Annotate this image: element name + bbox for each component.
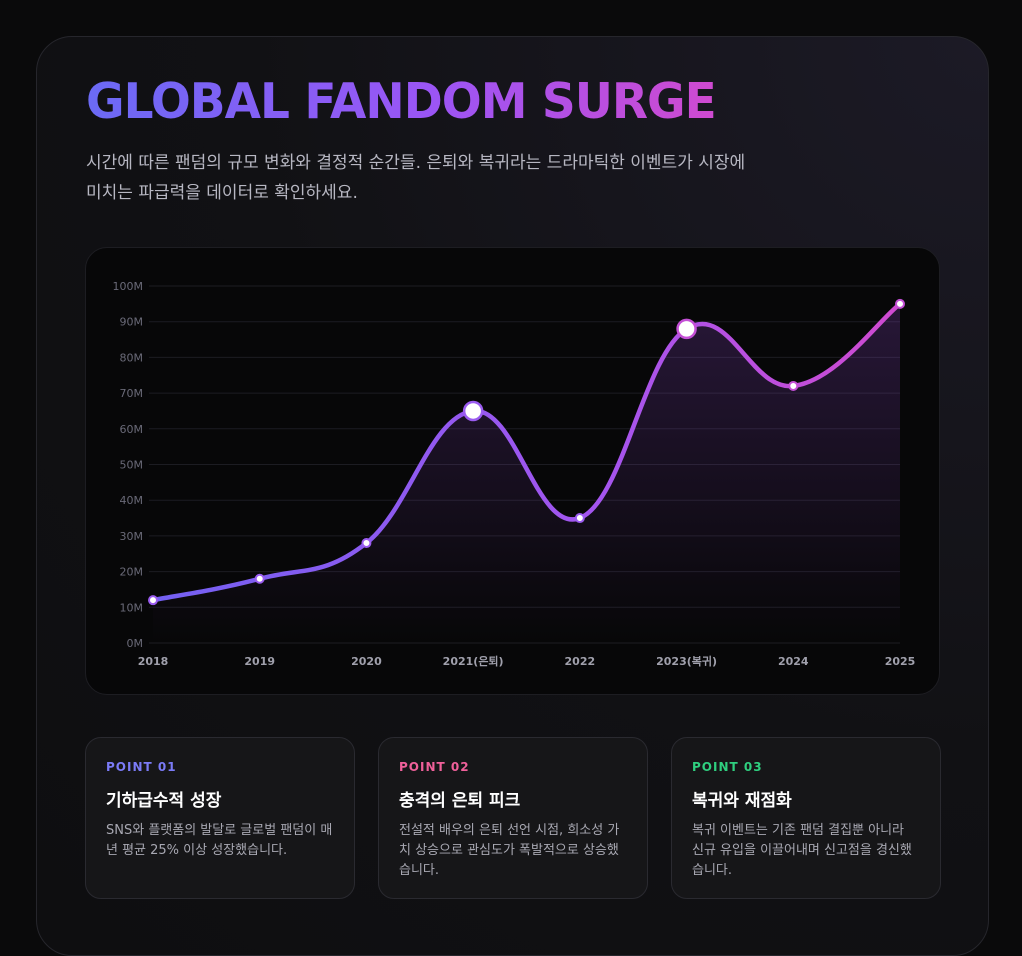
page-subtitle: 시간에 따른 팬덤의 규모 변화와 결정적 순간들. 은퇴와 복귀라는 드라마틱…	[86, 153, 746, 203]
y-tick-label: 40M	[120, 494, 144, 507]
x-tick-label: 2022	[565, 655, 596, 668]
point-label: POINT 03	[692, 760, 763, 774]
chart-container: 0M 10M 20M 30M 40M 50M 60M 70M 80M 90M 100M 2018 201…	[85, 247, 940, 695]
point-card-2: POINT 02 충격의 은퇴 피크 전설적 배우의 은퇴 선언 시점, 희소성…	[378, 737, 648, 899]
x-tick-label: 2023(복귀)	[656, 654, 717, 668]
y-tick-label: 10M	[120, 601, 144, 614]
y-tick-label: 70M	[120, 387, 144, 400]
point-description: 전설적 배우의 은퇴 선언 시점, 희소성 가치 상승으로 관심도가 폭발적으로…	[399, 823, 620, 878]
point-label: POINT 01	[106, 760, 177, 774]
point-label: POINT 02	[399, 760, 470, 774]
data-point	[574, 513, 585, 524]
point-title: 복귀와 재점화	[692, 791, 792, 811]
data-point	[676, 318, 697, 340]
y-tick-label: 20M	[120, 566, 144, 579]
x-tick-label: 2019	[244, 655, 275, 668]
y-tick-label: 90M	[120, 316, 144, 329]
y-tick-label: 0M	[127, 637, 144, 650]
y-tick-label: 100M	[113, 280, 144, 293]
series-line	[150, 301, 903, 603]
y-tick-label: 50M	[120, 459, 144, 472]
point-title: 충격의 은퇴 피크	[399, 791, 521, 811]
data-point	[254, 573, 265, 584]
data-point	[462, 400, 484, 422]
line-chart: 0M 10M 20M 30M 40M 50M 60M 70M 80M 90M 100M 2018 201…	[113, 280, 916, 668]
data-point	[148, 595, 158, 606]
y-tick-label: 60M	[120, 423, 144, 436]
y-tick-label: 30M	[120, 530, 144, 543]
x-tick-label: 2025	[885, 655, 916, 668]
data-point	[361, 538, 372, 549]
y-tick-label: 80M	[120, 351, 144, 364]
data-point	[895, 298, 905, 309]
point-description: 복귀 이벤트는 기존 팬덤 결집뿐 아니라 신규 유입을 이끌어내며 신고점을 …	[692, 823, 912, 878]
x-tick-label: 2024	[778, 655, 809, 668]
point-description: SNS와 플랫폼의 발달로 글로벌 팬덤이 매년 평균 25% 이상 성장했습니…	[106, 823, 333, 858]
page-title: GLOBAL FANDOM SURGE	[86, 72, 717, 131]
point-title: 기하급수적 성장	[106, 791, 222, 811]
point-card-3: POINT 03 복귀와 재점화 복귀 이벤트는 기존 팬덤 결집뿐 아니라 신…	[671, 737, 941, 899]
x-tick-label: 2021(은퇴)	[443, 654, 504, 668]
point-card-1: POINT 01 기하급수적 성장 SNS와 플랫폼의 발달로 글로벌 팬덤이 …	[85, 737, 355, 899]
data-point	[788, 380, 799, 391]
x-tick-label: 2020	[351, 655, 382, 668]
x-tick-label: 2018	[138, 655, 169, 668]
